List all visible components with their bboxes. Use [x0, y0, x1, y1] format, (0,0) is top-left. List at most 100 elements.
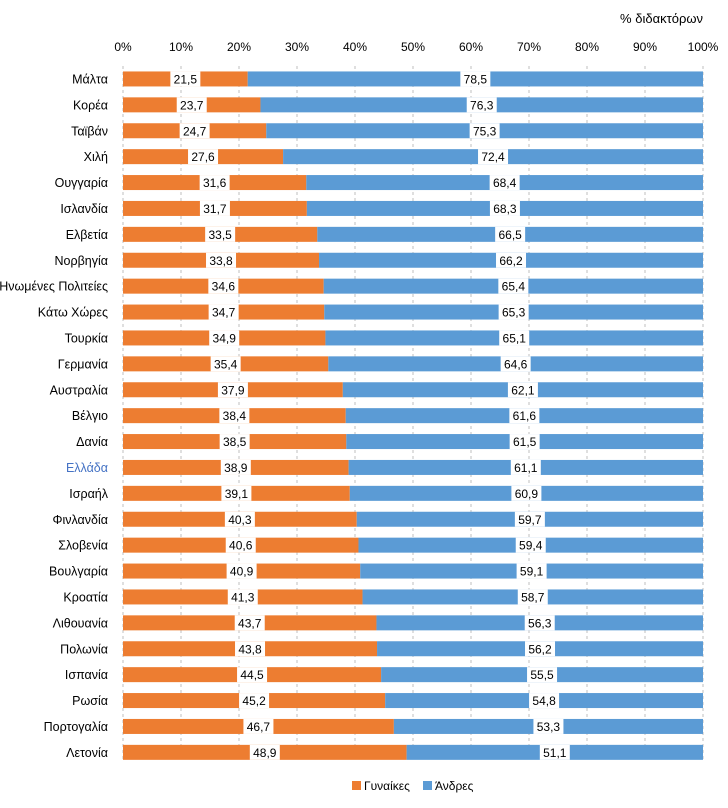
- data-label-background: [205, 226, 236, 242]
- data-label-women: 31,6: [203, 176, 227, 190]
- data-label-background: [460, 71, 491, 87]
- category-label: Φινλανδία: [53, 513, 109, 527]
- data-label-background: [208, 304, 239, 320]
- data-label-background: [226, 563, 257, 579]
- data-label-background: [527, 667, 558, 683]
- data-label-men: 62,1: [511, 383, 535, 397]
- data-label-background: [496, 252, 527, 268]
- data-label-men: 76,3: [470, 98, 494, 112]
- data-label-women: 38,9: [224, 461, 248, 475]
- data-label-men: 55,5: [530, 668, 554, 682]
- data-label-background: [220, 459, 251, 475]
- category-label: Λιθουανία: [53, 616, 108, 630]
- data-label-background: [466, 97, 497, 113]
- x-tick-label: 10%: [169, 40, 193, 54]
- data-label-background: [219, 408, 250, 424]
- data-label-background: [235, 641, 266, 657]
- data-label-men: 68,4: [493, 176, 517, 190]
- data-label-background: [176, 97, 207, 113]
- legend: Γυναίκες Άνδρες: [352, 779, 474, 793]
- data-label-background: [469, 123, 500, 139]
- category-label: Ελβετία: [66, 228, 108, 242]
- data-label-background: [498, 278, 529, 294]
- data-label-men: 66,5: [498, 228, 522, 242]
- data-label-background: [208, 278, 239, 294]
- data-label-background: [510, 459, 541, 475]
- category-label: Ρωσία: [72, 694, 108, 708]
- category-label: Ισραήλ: [69, 487, 108, 501]
- data-label-men: 61,6: [513, 409, 537, 423]
- data-label-background: [507, 382, 538, 398]
- data-label-background: [179, 123, 210, 139]
- data-label-background: [170, 71, 201, 87]
- data-label-women: 48,9: [253, 746, 277, 760]
- data-label-background: [199, 175, 230, 191]
- data-label-women: 37,9: [221, 383, 245, 397]
- data-label-women: 34,6: [212, 280, 236, 294]
- data-label-women: 38,4: [223, 409, 247, 423]
- data-label-background: [206, 252, 237, 268]
- x-axis-title: % διδακτόρων: [620, 11, 703, 26]
- x-tick-label: 100%: [688, 40, 719, 54]
- data-label-background: [524, 615, 555, 631]
- x-tick-label: 80%: [575, 40, 599, 54]
- data-label-men: 65,4: [502, 280, 526, 294]
- x-tick-label: 40%: [343, 40, 367, 54]
- data-label-background: [237, 667, 268, 683]
- category-label: Χιλή: [84, 150, 108, 164]
- data-label-background: [515, 537, 546, 553]
- category-label: Λετονία: [66, 746, 108, 760]
- legend-swatch-men: [423, 781, 432, 790]
- category-label: Γερμανία: [58, 357, 108, 371]
- data-label-men: 59,4: [519, 539, 543, 553]
- data-label-background: [539, 744, 570, 760]
- data-label-men: 64,6: [504, 357, 528, 371]
- data-label-background: [517, 589, 548, 605]
- data-label-men: 56,2: [528, 642, 552, 656]
- data-label-background: [499, 330, 530, 346]
- data-label-women: 45,2: [242, 694, 266, 708]
- data-label-background: [217, 382, 248, 398]
- legend-label-men: Άνδρες: [435, 779, 474, 793]
- data-label-men: 78,5: [464, 72, 488, 86]
- data-label-men: 66,2: [499, 254, 523, 268]
- data-label-women: 21,5: [174, 72, 198, 86]
- data-label-women: 43,8: [238, 642, 262, 656]
- data-label-women: 34,9: [213, 331, 237, 345]
- data-label-women: 33,8: [209, 254, 233, 268]
- data-label-men: 59,7: [518, 513, 542, 527]
- data-label-women: 40,3: [228, 513, 252, 527]
- x-tick-label: 90%: [633, 40, 657, 54]
- data-label-women: 44,5: [240, 668, 264, 682]
- data-label-women: 41,3: [231, 590, 255, 604]
- x-tick-labels: 0% 10% 20% 30% 40% 50% 60% 70% 80% 90% 100%: [114, 40, 718, 54]
- data-label-men: 75,3: [473, 124, 497, 138]
- data-label-background: [224, 511, 255, 527]
- data-label-background: [478, 149, 509, 165]
- category-label: Ισπανία: [65, 668, 108, 682]
- data-label-men: 59,1: [520, 565, 544, 579]
- data-label-background: [509, 434, 540, 450]
- data-label-women: 40,6: [229, 539, 253, 553]
- data-label-women: 35,4: [214, 357, 238, 371]
- data-label-women: 24,7: [183, 124, 207, 138]
- data-label-women: 23,7: [180, 98, 204, 112]
- category-label: Ισλανδία: [60, 202, 108, 216]
- data-label-background: [209, 330, 240, 346]
- category-label: Βέλγιο: [72, 409, 108, 423]
- category-label: Τουρκία: [65, 331, 108, 345]
- data-label-men: 58,7: [521, 590, 545, 604]
- data-label-men: 65,1: [503, 331, 527, 345]
- data-label-men: 56,3: [528, 616, 552, 630]
- data-label-background: [516, 563, 547, 579]
- data-label-women: 31,7: [203, 202, 227, 216]
- data-label-women: 39,1: [225, 487, 249, 501]
- x-tick-label: 20%: [227, 40, 251, 54]
- data-label-background: [210, 356, 241, 372]
- data-label-men: 51,1: [543, 746, 567, 760]
- category-label: Ελλάδα: [66, 461, 108, 475]
- data-label-men: 72,4: [481, 150, 505, 164]
- data-label-background: [227, 589, 258, 605]
- data-label-background: [511, 485, 542, 501]
- data-label-background: [498, 304, 529, 320]
